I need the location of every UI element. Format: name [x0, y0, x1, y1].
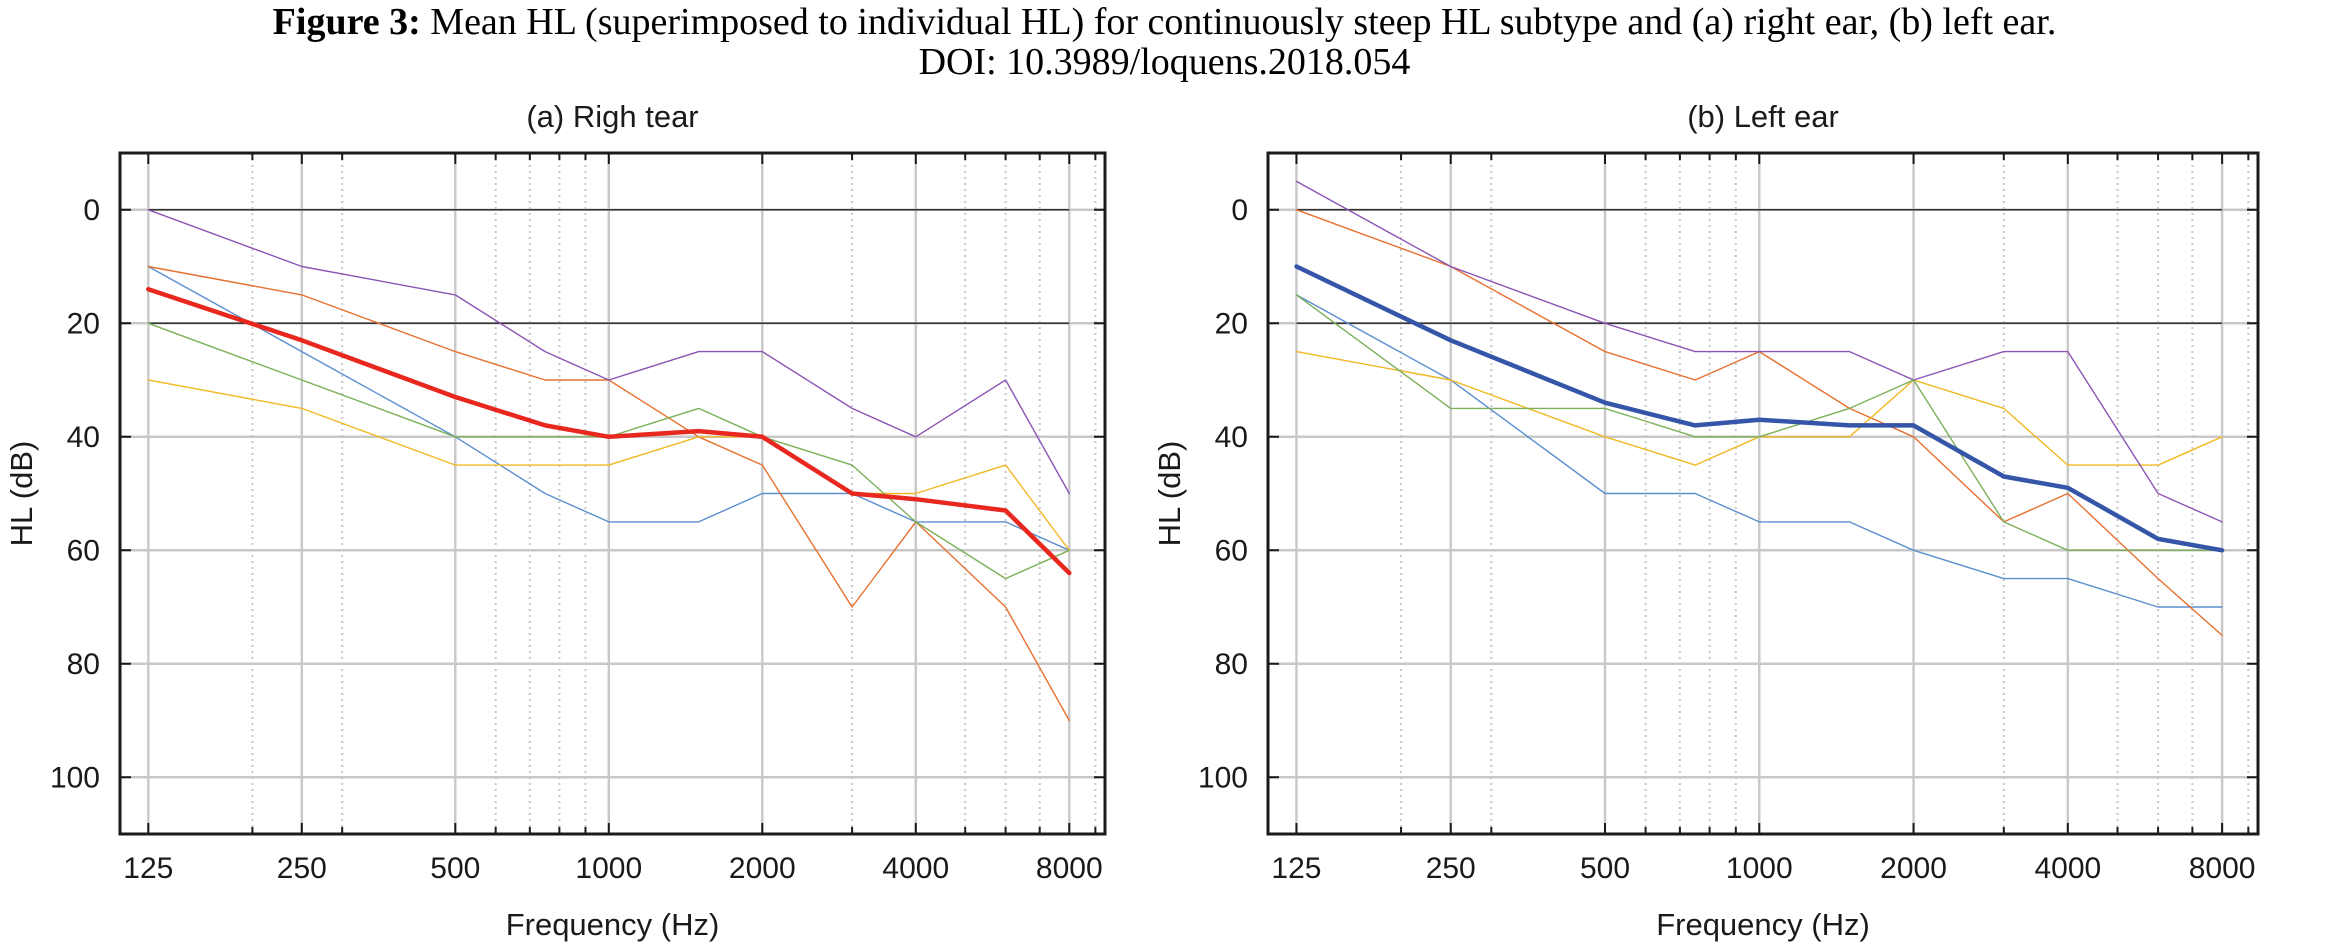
chart-b-series-line-5	[1295, 294, 2223, 551]
chart-a-y-tick-label: 40	[67, 421, 100, 454]
chart-b-y-tick-label: 80	[1215, 648, 1248, 681]
chart-b-y-tick-label: 40	[1215, 421, 1248, 454]
chart-a-x-tick-label: 4000	[882, 852, 949, 885]
chart-b-y-axis-label: HL (dB)	[1152, 441, 1187, 547]
chart-a-mean-line	[146, 286, 1072, 576]
chart-a-x-tick-label: 2000	[729, 852, 796, 885]
chart-a-y-tick-label: 60	[67, 534, 100, 567]
chart-b-x-tick-label: 8000	[2189, 852, 2256, 885]
caption-line-1: Figure 3: Mean HL (superimposed to indiv…	[0, 2, 2329, 42]
chart-b-x-tick-label: 2000	[1880, 852, 1947, 885]
chart-a-title: (a) Righ tear	[526, 99, 698, 134]
chart-b-x-axis-label: Frequency (Hz)	[1656, 907, 1870, 942]
chart-b-panel: 125 250 500 1000 2000 4000 8000 0 20 40 60 80 100 (b)…	[1152, 99, 2260, 942]
chart-b-x-tick-label: 500	[1580, 852, 1630, 885]
chart-b-x-tick-label: 125	[1271, 852, 1321, 885]
chart-a-x-tick-label: 500	[430, 852, 480, 885]
chart-b-x-tick-label: 1000	[1726, 852, 1793, 885]
chart-b-title: (b) Left ear	[1687, 99, 1839, 134]
chart-a-x-axis-label: Frequency (Hz)	[506, 907, 720, 942]
chart-b-y-tick-label: 20	[1215, 307, 1248, 340]
chart-a-series-line-5	[147, 322, 1071, 580]
chart-a-x-tick-label: 250	[277, 852, 327, 885]
chart-a-series-line-3	[147, 379, 1071, 551]
chart-a-series-line-4	[147, 209, 1071, 495]
figure-caption: Figure 3: Mean HL (superimposed to indiv…	[0, 0, 2329, 82]
chart-b-series-line-4	[1295, 180, 2223, 523]
chart-b-series-line-3	[1295, 350, 2223, 466]
chart-a-x-tick-label: 1000	[575, 852, 642, 885]
chart-b-y-tick-label: 0	[1231, 194, 1248, 227]
chart-a-x-tick-label: 8000	[1036, 852, 1103, 885]
chart-a-series-line-1	[147, 265, 1071, 551]
chart-a-y-tick-label: 80	[67, 648, 100, 681]
chart-b-frame	[1266, 151, 2260, 836]
caption-text: Mean HL (superimposed to individual HL) …	[430, 1, 2057, 43]
chart-b-x-tick-label: 250	[1426, 852, 1476, 885]
chart-a-panel: 125 250 500 1000 2000 4000 8000 0 20 40 60 80 100 (a)…	[4, 99, 1107, 942]
chart-b-x-tick-label: 4000	[2034, 852, 2101, 885]
chart-a-frame	[118, 151, 1107, 836]
chart-b-y-tick-label: 60	[1215, 534, 1248, 567]
chart-a-x-tick-label: 125	[123, 852, 173, 885]
chart-a-y-tick-label: 100	[50, 761, 100, 794]
chart-a-y-tick-label: 20	[67, 307, 100, 340]
chart-a-y-axis-label: HL (dB)	[4, 441, 39, 547]
chart-b-y-tick-label: 100	[1198, 761, 1248, 794]
chart-a-y-tick-label: 0	[83, 194, 100, 227]
chart-b-mean-line	[1294, 264, 2225, 553]
caption-label: Figure 3:	[272, 1, 421, 43]
chart-b-series-line-1	[1295, 294, 2223, 608]
caption-doi: DOI: 10.3989/loquens.2018.054	[918, 41, 1411, 83]
